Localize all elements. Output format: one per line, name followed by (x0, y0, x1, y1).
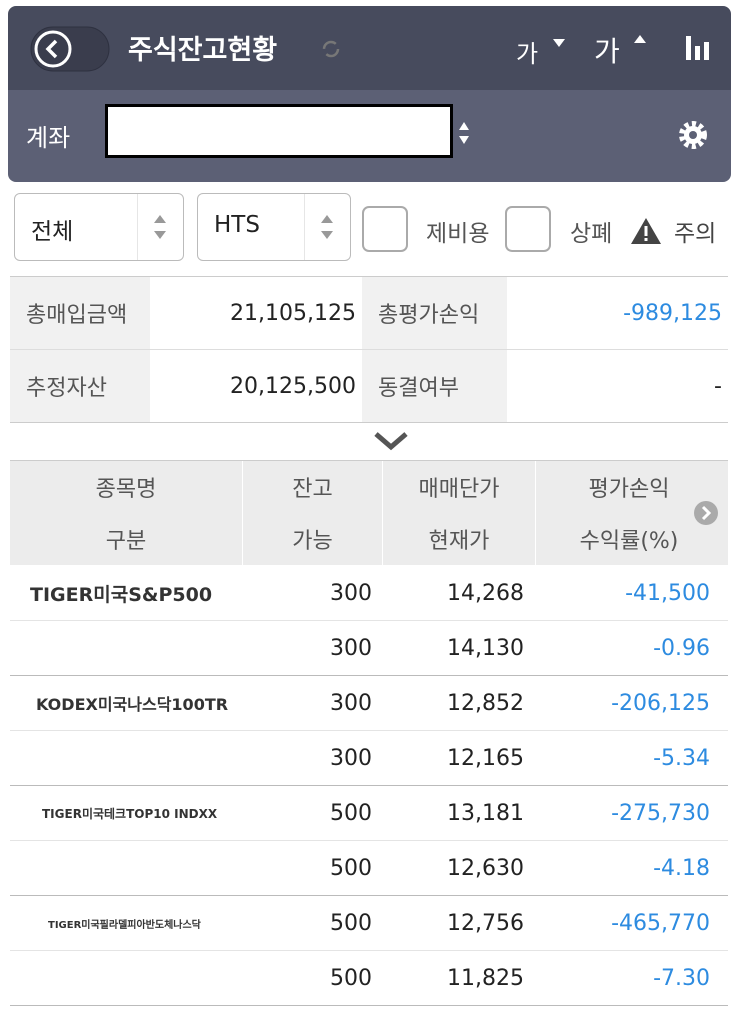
summary-label: 총평가손익 (362, 277, 507, 349)
cell-value: 500 (330, 910, 372, 936)
cell-value: 500 (330, 800, 372, 826)
header-cell: 평가손익 (588, 477, 670, 502)
spinner (304, 194, 333, 260)
font-decrease[interactable]: 가 (516, 40, 539, 68)
cell-value: -275,730 (611, 800, 710, 826)
row-line: 500 11,825 -7.30 (10, 950, 728, 1005)
header-cell: 잔고 (243, 461, 383, 513)
refresh-icon[interactable] (320, 38, 342, 60)
header-row: 종목명 잔고 매매단가 평가손익 (10, 461, 728, 513)
stock-name: TIGER미국필라델피아반도체나스닥 (48, 919, 201, 931)
stock-name: TIGER미국S&P500 (30, 583, 213, 606)
summary-value: - (714, 373, 722, 399)
cell-value: -7.30 (653, 965, 710, 991)
stock-row: TIGER미국필라델피아반도체나스닥 500 12,756 -465,770 500 11… (10, 896, 728, 1006)
cell-value: 13,181 (447, 800, 524, 826)
checkbox-label: 상폐 (570, 221, 613, 247)
cell-value: 500 (330, 965, 372, 991)
empty-cell (10, 841, 242, 895)
cell-value: -41,500 (625, 580, 710, 606)
cell-value: 12,852 (447, 690, 524, 716)
header-row: 구분 가능 현재가 수익률(%) (10, 513, 728, 565)
row-line: TIGER미국S&P500 300 14,268 -41,500 (10, 566, 728, 620)
spinner (137, 194, 166, 260)
cell-value: 12,756 (447, 910, 524, 936)
down-arrow (553, 39, 565, 47)
checkbox[interactable] (505, 206, 551, 252)
expand-chevron[interactable] (372, 430, 410, 452)
header-cell: 종목명 (10, 461, 243, 513)
row-line: TIGER미국테크TOP10 INDXX 500 13,181 -275,730 (10, 786, 728, 840)
summary-row: 총매입금액 21,105,125 총평가손익 -989,125 (10, 277, 728, 349)
settings-icon[interactable] (676, 118, 710, 152)
chart-icon[interactable] (684, 34, 712, 62)
source-value: HTS (214, 212, 260, 238)
font-increase[interactable]: 가 (594, 35, 620, 68)
header-cell: 수익률(%) (579, 529, 679, 554)
scroll-right[interactable] (693, 500, 719, 526)
cell-value: -465,770 (611, 910, 710, 936)
cell-value: 14,130 (447, 635, 524, 661)
empty-cell (10, 621, 242, 675)
cell-value: -5.34 (653, 745, 710, 771)
empty-cell (10, 731, 242, 785)
summary-value: 21,105,125 (230, 300, 356, 326)
summary-row: 추정자산 20,125,500 동결여부 - (10, 349, 728, 422)
account-input[interactable] (105, 104, 453, 158)
checkbox[interactable] (362, 206, 408, 252)
summary-value: 20,125,500 (230, 373, 356, 399)
row-line: 500 12,630 -4.18 (10, 840, 728, 895)
cell-value: 11,825 (447, 965, 524, 991)
cell-value: 12,630 (447, 855, 524, 881)
stock-name: TIGER미국테크TOP10 INDXX (42, 806, 218, 821)
header-cell: 구분 (10, 513, 243, 565)
source-select[interactable]: HTS (197, 193, 351, 261)
cell-value: -206,125 (611, 690, 710, 716)
up-arrow (634, 35, 646, 43)
stock-row: TIGER미국S&P500 300 14,268 -41,500 300 14,130 -0… (10, 566, 728, 676)
cell-value: 500 (330, 855, 372, 881)
header-cell: 현재가 (383, 513, 536, 565)
warning-label: 주의 (674, 221, 717, 247)
summary-value: -989,125 (623, 300, 722, 326)
summary-label: 추정자산 (10, 350, 150, 422)
empty-cell (10, 951, 242, 1005)
summary-label: 동결여부 (362, 350, 507, 422)
stock-row: TIGER미국테크TOP10 INDXX 500 13,181 -275,730 500… (10, 786, 728, 896)
header-cell: 매매단가 (383, 461, 536, 513)
header-cell: 가능 (243, 513, 383, 565)
cell-value: -0.96 (653, 635, 710, 661)
cell-value: 300 (330, 745, 372, 771)
market-value: 전체 (31, 219, 74, 245)
cell-value: 300 (330, 690, 372, 716)
row-line: 300 14,130 -0.96 (10, 620, 728, 675)
cell-value: 300 (330, 635, 372, 661)
account-label: 계좌 (26, 124, 71, 152)
row-line: KODEX미국나스닥100TR 300 12,852 -206,125 (10, 676, 728, 730)
back-button[interactable] (30, 26, 110, 72)
spinner (459, 122, 469, 144)
stock-row: KODEX미국나스닥100TR 300 12,852 -206,125 300 12,16… (10, 676, 728, 786)
account-bar: 계좌 (8, 90, 731, 182)
checkbox-label: 제비용 (426, 221, 490, 247)
market-select[interactable]: 전체 (14, 193, 184, 261)
cell-value: 14,268 (447, 580, 524, 606)
cell-value: -4.18 (653, 855, 710, 881)
summary-label: 총매입금액 (10, 277, 150, 349)
summary-table: 총매입금액 21,105,125 총평가손익 -989,125 추정자산 20,125,5… (10, 276, 728, 423)
header-bar: 주식잔고현황 가 가 (8, 6, 731, 90)
warning-icon (631, 218, 661, 244)
cell-value: 12,165 (447, 745, 524, 771)
stock-name: KODEX미국나스닥100TR (36, 695, 229, 714)
table-body: TIGER미국S&P500 300 14,268 -41,500 300 14,130 -0… (10, 566, 728, 1006)
row-line: TIGER미국필라델피아반도체나스닥 500 12,756 -465,770 (10, 896, 728, 950)
page-title: 주식잔고현황 (128, 35, 278, 66)
row-line: 300 12,165 -5.34 (10, 730, 728, 785)
cell-value: 300 (330, 580, 372, 606)
